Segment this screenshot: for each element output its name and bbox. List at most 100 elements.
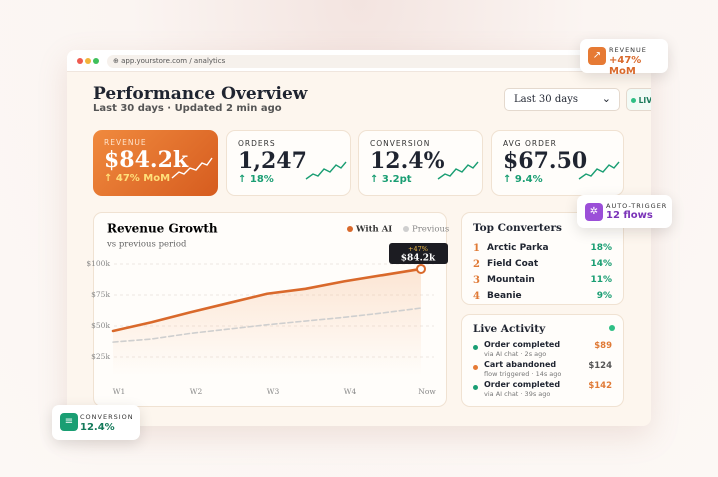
section-title: Live Activity [473,323,546,335]
activity-row: Order completed via AI chat · 39s ago $142 [473,380,612,400]
floating-card: ↗ REVENUE +47% MoM [580,39,668,77]
icon: ✲ [585,203,603,221]
rank: 4 [473,290,480,302]
product: Mountain [487,275,535,285]
floating-card: ✲ AUTO-TRIGGER 12 flows [577,195,672,228]
sparkline [578,161,620,180]
kpi-change: ↑ 47% MoM [104,173,171,184]
kpi-value: $67.50 [503,148,588,174]
callout-value: $84.2k [401,254,436,264]
status-dot [473,365,478,370]
live-activity: Live Activity Order completed via AI chat… [461,314,624,407]
converter-row: 1 Arctic Parka 18% [473,240,612,256]
browser-bar: ⊕ app.yourstore.com / analytics [67,50,651,72]
close-dot [77,58,83,64]
kpi-label: REVENUE [104,138,147,147]
float-value: 12 flows [606,210,653,221]
floating-card: ≡ CONVERSION 12.4% [52,405,140,440]
legend-label: Previous [412,225,449,235]
status-dot [473,345,478,350]
chart-subtitle: vs previous period [106,240,187,250]
page-title: Performance Overview [93,84,308,104]
converter-row: 4 Beanie 9% [473,288,612,304]
event: Order completed [484,340,561,349]
rank: 3 [473,274,480,286]
rate: 9% [596,291,612,301]
kpi-label: CONVERSION [370,139,431,148]
callout [389,243,448,264]
float-label: CONVERSION [80,413,134,421]
detail: via AI chat · 39s ago [484,390,551,398]
page-subtitle: Last 30 days · Updated 2 min ago [93,103,282,114]
series-line [112,307,422,343]
kpi-value: $84.2k [104,147,189,173]
chart: Revenue Growth vs previous period $25k $5… [86,222,449,397]
product: Beanie [487,291,522,301]
live-pill: LIVE [626,88,651,111]
converter-row: 2 Field Coat 14% [473,256,612,272]
y-tick-label: $50k [91,321,110,330]
chart-card: Revenue Growth vs previous period $25k $5… [86,212,449,407]
x-tick-label: W1 [113,387,125,396]
kpi-card: CONVERSION 12.4% ↑ 3.2pt [358,130,483,196]
status-dot [473,385,478,390]
kpi-value: 12.4% [370,148,445,174]
legend-label: With AI [355,225,392,235]
end-point [416,263,426,274]
float-value: 12.4% [80,422,115,433]
kpi-value: 1,247 [238,148,307,174]
y-tick-label: $75k [91,290,110,299]
float-label: AUTO-TRIGGER [606,202,668,210]
rank: 1 [473,242,480,254]
rate: 11% [590,275,612,285]
kpi-change: ↑ 9.4% [503,174,543,185]
rank: 2 [473,258,480,270]
detail: via AI chat · 2s ago [484,350,547,358]
area-fill [113,268,421,376]
section-title: Top Converters [473,222,562,234]
sparkline [437,161,479,180]
sparkline [171,157,213,179]
kpi-change: ↑ 3.2pt [370,174,412,185]
x-tick-label: W2 [190,387,203,396]
url-bar[interactable]: ⊕ app.yourstore.com / analytics [107,55,637,68]
kpi-card: AVG ORDER $67.50 ↑ 9.4% [491,130,624,196]
live-text: LIVE [638,96,651,105]
range-select[interactable]: Last 30 days ⌄ [504,88,620,111]
x-tick-label: W3 [267,387,280,396]
x-tick-label: W4 [344,387,357,396]
activity-row: Order completed via AI chat · 2s ago $89 [473,340,612,360]
legend-swatch [347,226,353,232]
converter-row: 3 Mountain 11% [473,272,612,288]
amount: $142 [588,381,612,391]
rate: 14% [590,259,612,269]
amount: $124 [588,361,612,371]
series-line [111,267,423,333]
product: Field Coat [487,259,539,269]
range-text: Last 30 days [514,94,578,105]
product: Arctic Parka [487,243,549,253]
legend-swatch [403,226,409,232]
event: Cart abandoned [484,360,557,369]
chart-title: Revenue Growth [107,222,218,236]
float-value: +47% MoM [609,55,642,77]
min-dot [85,58,91,64]
event: Order completed [484,380,561,389]
kpi-change: ↑ 18% [238,174,274,185]
app-window: ⊕ app.yourstore.com / analytics Performa… [67,50,651,426]
detail: flow triggered · 14s ago [484,370,562,378]
live-dot [609,325,615,331]
live-dot [631,98,636,103]
kpi-label: ORDERS [238,139,276,148]
activity-row: Cart abandoned flow triggered · 14s ago $1… [473,360,612,380]
icon: ≡ [60,413,78,431]
amount: $89 [594,341,612,351]
kpi-card: REVENUE $84.2k ↑ 47% MoM [93,130,218,196]
x-tick-label: Now [418,387,436,396]
y-tick-label: $100k [86,259,110,268]
icon: ↗ [588,47,606,65]
chevron: ⌄ [601,92,611,105]
sparkline [305,161,347,180]
